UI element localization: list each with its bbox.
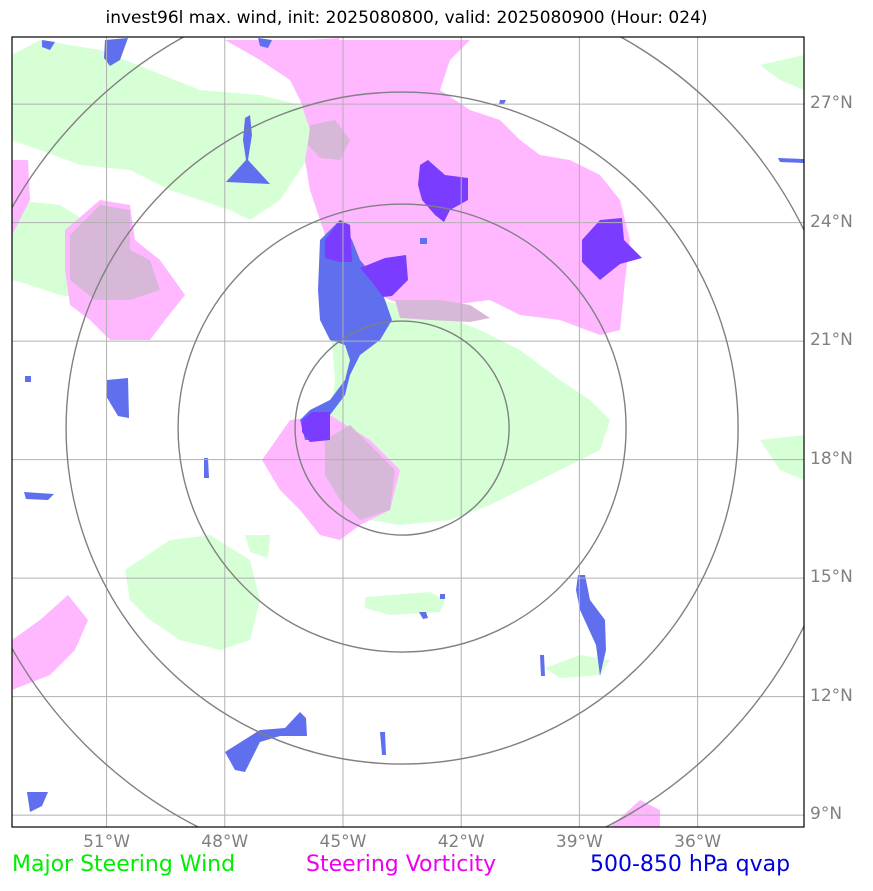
map-title: invest96l max. wind, init: 2025080800, v… bbox=[105, 8, 708, 28]
range-ring bbox=[65, 91, 739, 765]
lon-label: 36°W bbox=[674, 832, 722, 852]
legend-qvap: 500-850 hPa qvap bbox=[590, 852, 791, 877]
lat-label: 15°N bbox=[810, 567, 853, 588]
legend-steering-wind: Major Steering Wind bbox=[12, 852, 236, 877]
lat-label: 12°N bbox=[810, 685, 853, 706]
lon-label: 51°W bbox=[83, 832, 131, 852]
lat-label: 21°N bbox=[810, 330, 853, 351]
range-ring bbox=[177, 203, 627, 653]
lon-label: 45°W bbox=[319, 832, 367, 852]
lat-label: 18°N bbox=[810, 448, 853, 469]
lat-label: 9°N bbox=[810, 804, 843, 825]
legend-steering-vorticity: Steering Vorticity bbox=[306, 852, 497, 877]
lat-lon-grid bbox=[12, 37, 804, 827]
lon-label: 42°W bbox=[437, 832, 485, 852]
lat-label: 27°N bbox=[810, 93, 853, 114]
lon-label: 48°W bbox=[201, 832, 249, 852]
range-ring bbox=[294, 320, 510, 536]
lat-label: 24°N bbox=[810, 211, 853, 232]
map-frame bbox=[11, 36, 805, 828]
range-rings bbox=[12, 37, 804, 827]
lon-label: 39°W bbox=[555, 832, 603, 852]
